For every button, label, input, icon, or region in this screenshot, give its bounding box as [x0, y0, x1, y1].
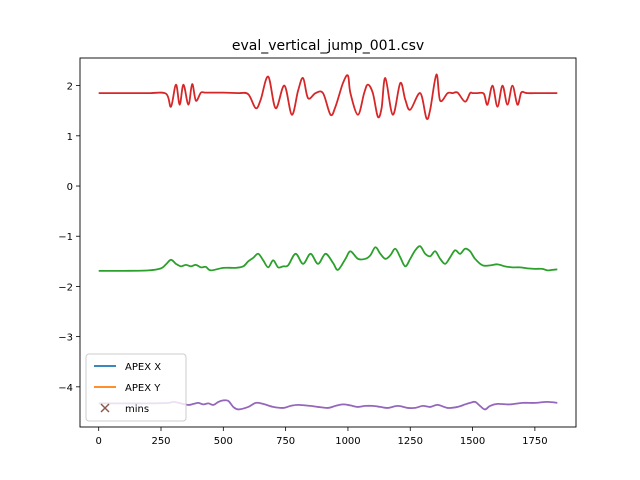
- y-tick-label: 2: [67, 82, 73, 93]
- series-line-0: [98, 73, 558, 120]
- y-tick-label: −4: [58, 383, 73, 394]
- legend-label: mins: [125, 404, 149, 415]
- plot-series-group: [98, 73, 558, 411]
- x-tick-label: 1250: [398, 436, 423, 447]
- legend-swatch-mins: [100, 403, 110, 413]
- x-tick-label: 1000: [335, 436, 360, 447]
- y-tick-label: −1: [58, 232, 73, 243]
- y-axis: −4 −3 −2 −1 0 1 2: [58, 82, 80, 394]
- x-tick-label: 250: [151, 436, 170, 447]
- x-tick-label: 500: [214, 436, 233, 447]
- y-tick-label: 0: [67, 182, 73, 193]
- x-axis: 0 250 500 750 1000 1250 1500 1750: [96, 427, 548, 447]
- legend: APEX X APEX Y mins: [85, 353, 187, 422]
- legend-label: APEX X: [125, 362, 161, 373]
- series-line-2: [98, 399, 558, 411]
- y-tick-label: 1: [67, 132, 73, 143]
- y-tick-label: −3: [58, 333, 73, 344]
- x-tick-label: 0: [96, 436, 102, 447]
- y-tick-label: −2: [58, 282, 73, 293]
- x-tick-label: 1750: [522, 436, 547, 447]
- chart-title: eval_vertical_jump_001.csv: [232, 38, 424, 54]
- plot-frame: [79, 57, 577, 428]
- x-tick-label: 1500: [460, 436, 485, 447]
- x-tick-label: 750: [276, 436, 295, 447]
- legend-label: APEX Y: [125, 383, 161, 394]
- legend-box: [85, 353, 187, 422]
- series-line-1: [98, 245, 558, 272]
